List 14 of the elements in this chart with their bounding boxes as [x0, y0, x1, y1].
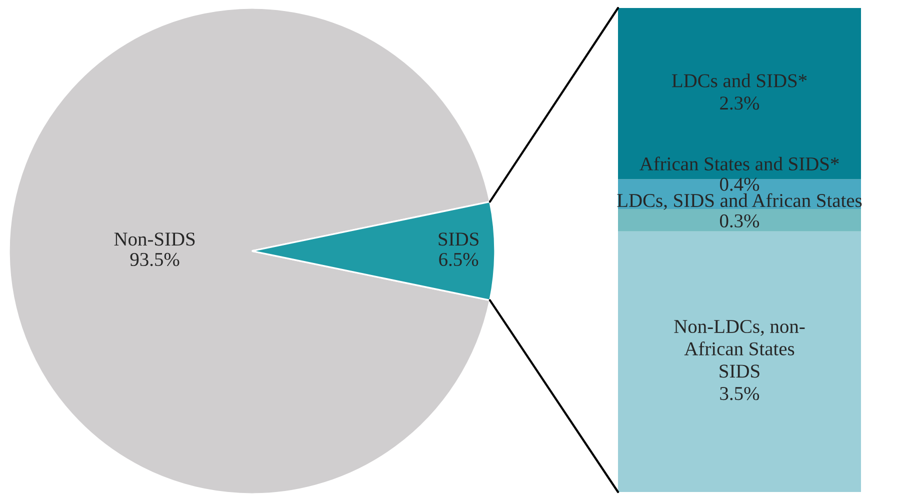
- slice-label: Non-SIDS: [114, 232, 195, 246]
- bar: [618, 209, 861, 232]
- data-label: 0.4%: [720, 178, 760, 191]
- data-label: 2.3%: [720, 96, 760, 110]
- bar: [618, 8, 861, 180]
- data-label: 0.3%: [720, 214, 760, 228]
- series-label: Non-LDCs, non- African States SIDS: [674, 320, 805, 378]
- series-label: African States and SIDS*: [640, 156, 839, 171]
- data-label: 6.5%: [439, 252, 478, 266]
- slice-label: SIDS: [438, 232, 478, 246]
- bar: [618, 231, 861, 492]
- series-label: LDCs and SIDS*: [672, 74, 807, 88]
- data-label: 3.5%: [720, 386, 760, 400]
- data-label: 93.5%: [130, 252, 180, 266]
